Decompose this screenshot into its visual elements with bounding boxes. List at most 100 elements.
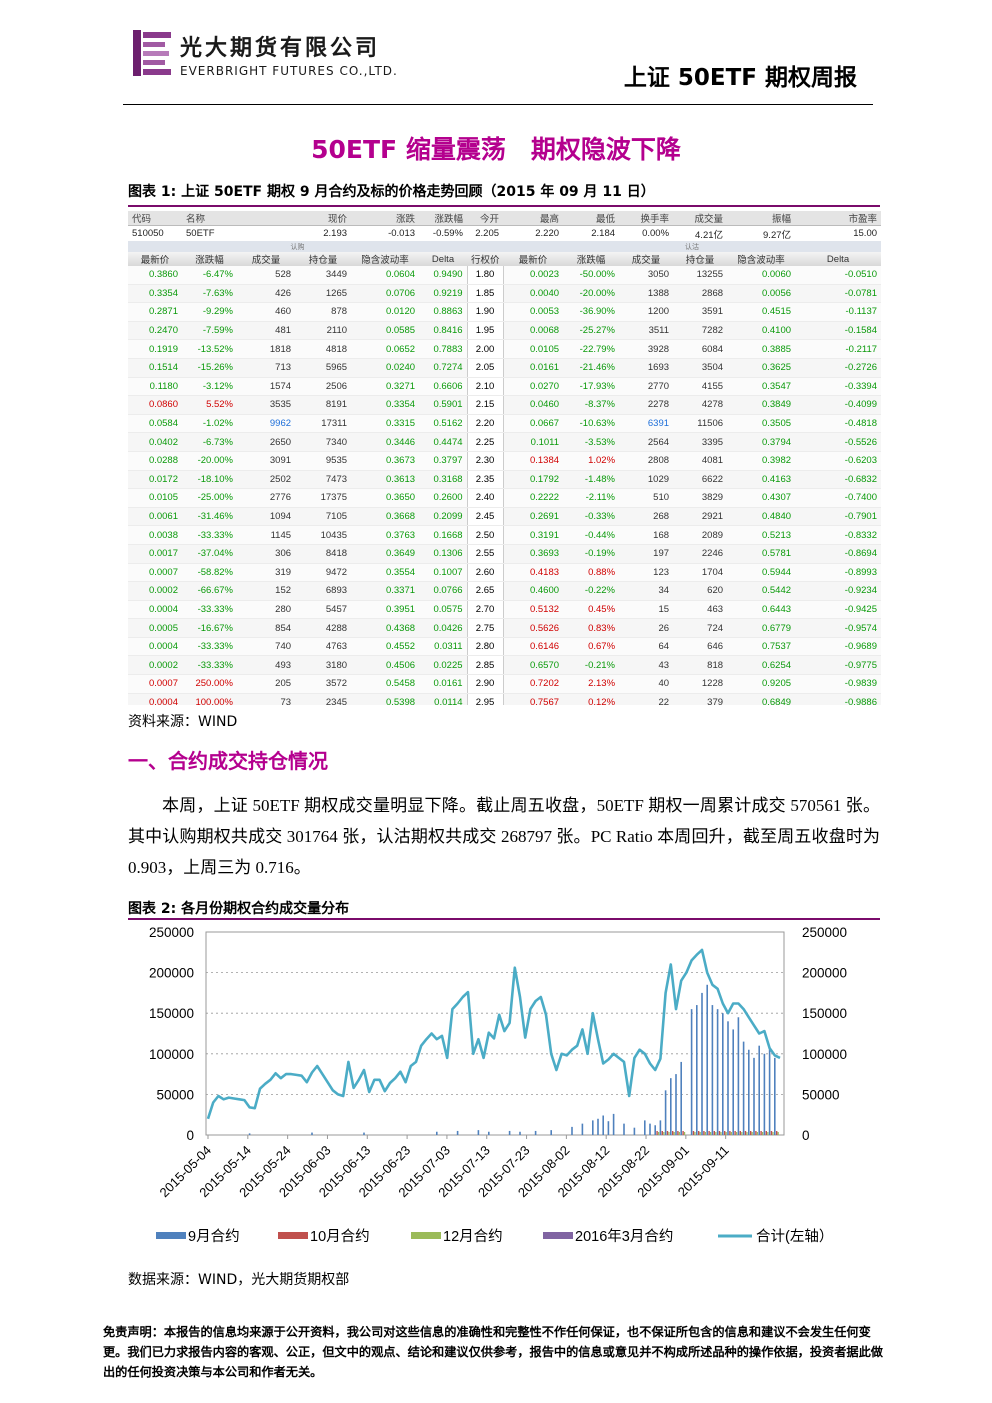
option-cell: -18.10% [182, 470, 237, 490]
option-row[interactable]: 0.0005 -16.67% 854 4288 0.4368 0.0426 2.75 0.56… [128, 618, 881, 638]
column-header[interactable]: 涨跌幅 [182, 252, 237, 266]
option-cell: 0.0004 [128, 693, 182, 705]
option-cell: 3535 [237, 395, 296, 415]
option-row[interactable]: 0.0038 -33.33% 1145 10435 0.3763 0.1668 2.50 0.… [128, 525, 881, 545]
column-header[interactable]: 隐含波动率 [351, 252, 420, 266]
bar-sep-contract [675, 1074, 677, 1135]
option-row[interactable]: 0.3354 -7.63% 426 1265 0.0706 0.9219 1.85 0.004… [128, 284, 881, 304]
option-row[interactable]: 0.0007 250.00% 205 3572 0.5458 0.0161 2.90 0.72… [128, 674, 881, 694]
figure1-caption-rule [128, 205, 880, 207]
bar-sep-contract [680, 1061, 682, 1135]
option-row[interactable]: 0.2470 -7.59% 481 2110 0.0585 0.8416 1.95 0.006… [128, 321, 881, 341]
option-cell: 2770 [619, 377, 674, 397]
bar-dec-contract [741, 1132, 743, 1135]
option-row[interactable]: 0.0017 -37.04% 306 8418 0.3649 0.1306 2.55 0.36… [128, 544, 881, 564]
column-header[interactable]: 行权价 [467, 252, 504, 266]
option-cell: 9472 [295, 563, 352, 583]
option-cell: -1.02% [182, 414, 237, 434]
option-cell: 7473 [295, 470, 352, 490]
call-label: 认购 [128, 241, 468, 252]
column-header[interactable]: 最新价 [128, 252, 182, 266]
option-cell: 0.3860 [128, 266, 182, 285]
option-cell: -3.12% [182, 377, 237, 397]
option-row[interactable]: 0.2871 -9.29% 460 878 0.0120 0.8863 1.90 0.0053… [128, 302, 881, 322]
option-cell: 0.4474 [419, 432, 468, 452]
bar-dec-contract [725, 1132, 727, 1135]
option-row[interactable]: 0.3860 -6.47% 528 3449 0.0604 0.9490 1.80 0.002… [128, 266, 881, 285]
option-cell: 9535 [295, 451, 352, 471]
legend-label: 9月合约 [188, 1228, 240, 1245]
option-row[interactable]: 0.0004 -33.33% 280 5457 0.3951 0.0575 2.70 0.51… [128, 600, 881, 620]
option-cell: -0.9234 [795, 581, 881, 601]
bar-sep-contract [690, 1009, 693, 1135]
figure2-caption-rule [128, 918, 880, 920]
option-cell: 0.3668 [351, 507, 420, 527]
option-row[interactable]: 0.0402 -6.73% 2650 7340 0.3446 0.4474 2.25 0.10… [128, 432, 881, 452]
bar-oct-contract [672, 1131, 674, 1135]
bar-oct-contract [744, 1131, 747, 1135]
option-cell: 0.8863 [419, 302, 468, 322]
option-cell: 168 [619, 525, 674, 545]
option-cell: 0.1514 [128, 358, 182, 378]
column-header[interactable]: Delta [419, 252, 468, 266]
option-cell: 1693 [619, 358, 674, 378]
column-header[interactable]: 隐含波动率 [727, 252, 796, 266]
section1-paragraph: 本周，上证 50ETF 期权成交量明显下降。截止周五收盘，50ETF 期权一周累… [128, 796, 880, 877]
option-row[interactable]: 0.1180 -3.12% 1574 2506 0.3271 0.6606 2.10 0.02… [128, 377, 881, 397]
column-header[interactable]: 最新价 [503, 252, 564, 266]
option-row[interactable]: 0.0105 -25.00% 2776 17375 0.3650 0.2600 2.40 0.… [128, 488, 881, 508]
option-cell: 0.3315 [351, 414, 420, 434]
option-row[interactable]: 0.1514 -15.26% 713 5965 0.0240 0.7274 2.05 0.01… [128, 358, 881, 378]
option-cell: 22 [619, 693, 674, 705]
option-cell: 0.0053 [503, 302, 564, 322]
option-cell: -7.63% [182, 284, 237, 304]
option-cell: 0.0172 [128, 470, 182, 490]
option-row[interactable]: 0.0172 -18.10% 2502 7473 0.3613 0.3168 2.35 0.1… [128, 470, 881, 490]
bar-sep-contract [436, 1131, 438, 1135]
option-cell: -0.6832 [795, 470, 881, 490]
option-cell: 0.2470 [128, 321, 182, 341]
option-cell: 0.0114 [419, 693, 468, 705]
option-row[interactable]: 0.0061 -31.46% 1094 7105 0.3668 0.2099 2.45 0.2… [128, 507, 881, 527]
bar-sep-contract [748, 1049, 750, 1135]
option-cell: -0.22% [563, 581, 620, 601]
option-row[interactable]: 0.0002 -66.67% 152 6893 0.3371 0.0766 2.65 0.46… [128, 581, 881, 601]
option-cell: -31.46% [182, 507, 237, 527]
option-cell: -3.53% [563, 432, 620, 452]
option-row[interactable]: 0.0584 -1.02% 9962 17311 0.3315 0.5162 2.20 0.0… [128, 414, 881, 434]
column-header[interactable]: 涨跌幅 [563, 252, 620, 266]
option-cell: 2502 [237, 470, 296, 490]
option-cell: 0.2099 [419, 507, 468, 527]
column-header[interactable]: Delta [795, 252, 881, 266]
figure1-source: 资料来源：WIND [128, 714, 238, 730]
option-cell: 1145 [237, 525, 296, 545]
option-row[interactable]: 0.0288 -20.00% 3091 9535 0.3673 0.3797 2.30 0.1… [128, 451, 881, 471]
option-cell: 0.7537 [727, 637, 796, 657]
column-header[interactable]: 持仓量 [673, 252, 728, 266]
legend-label: 10月合约 [310, 1228, 370, 1245]
underlying-value-cell: -0.59% [419, 225, 468, 241]
y-tick-right: 200000 [802, 966, 847, 981]
option-cell: 17311 [295, 414, 352, 434]
option-cell: 0.3650 [351, 488, 420, 508]
option-cell: 0.3794 [727, 432, 796, 452]
option-row[interactable]: 0.0860 5.52% 3535 8191 0.3354 0.5901 2.15 0.046… [128, 395, 881, 415]
column-header[interactable]: 成交量 [237, 252, 296, 266]
y-tick-right: 100000 [802, 1047, 847, 1062]
option-row[interactable]: 0.1919 -13.52% 1818 4818 0.0652 0.7883 2.00 0.0… [128, 339, 881, 359]
column-header[interactable]: 持仓量 [295, 252, 352, 266]
option-row[interactable]: 0.0007 -58.82% 319 9472 0.3554 0.1007 2.60 0.41… [128, 563, 881, 583]
bar-dec-contract [658, 1132, 660, 1135]
option-cell: 1.02% [563, 451, 620, 471]
column-header[interactable]: 成交量 [619, 252, 674, 266]
option-row[interactable]: 0.0004 100.00% 73 2345 0.5398 0.0114 2.95 0.756… [128, 693, 881, 705]
bar-sep-contract [597, 1118, 599, 1135]
bar-sep-contract [571, 1126, 573, 1135]
option-row[interactable]: 0.0004 -33.33% 740 4763 0.4552 0.0311 2.80 0.61… [128, 637, 881, 657]
option-cell: 2.15 [466, 395, 504, 415]
option-row[interactable]: 0.0002 -33.33% 493 3180 0.4506 0.0225 2.85 0.65… [128, 655, 881, 676]
bar-sep-contract [456, 1130, 459, 1135]
bar-sep-contract [248, 1133, 251, 1135]
option-cell: 1228 [673, 674, 728, 694]
bar-sep-contract [612, 1113, 615, 1135]
